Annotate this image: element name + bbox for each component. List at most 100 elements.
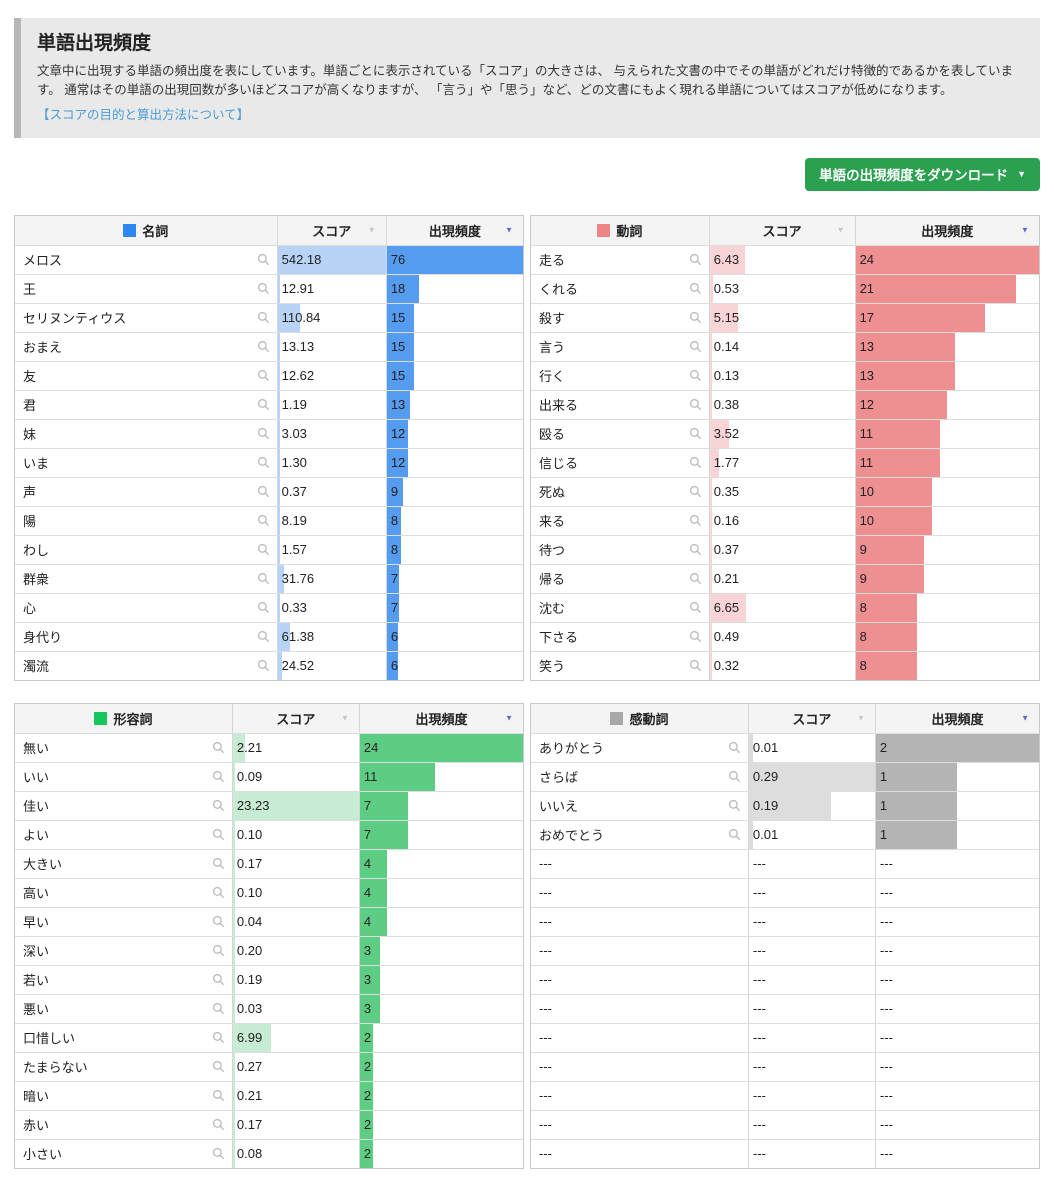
search-icon[interactable] xyxy=(257,398,270,411)
score-method-link[interactable]: 【スコアの目的と算出方法について】 xyxy=(37,107,250,122)
search-icon[interactable] xyxy=(212,1060,225,1073)
score-cell-value: 542.18 xyxy=(281,252,322,268)
search-icon[interactable] xyxy=(257,311,270,324)
score-cell: --- xyxy=(747,1139,875,1168)
score-cell: 0.10 xyxy=(231,820,359,849)
search-icon[interactable] xyxy=(212,1118,225,1131)
frequency-cell-value: --- xyxy=(879,1088,893,1104)
frequency-cell-value: 4 xyxy=(363,885,372,901)
search-icon[interactable] xyxy=(212,799,225,812)
table-row: 高い 0.10 4 xyxy=(15,877,523,907)
search-icon[interactable] xyxy=(212,1031,225,1044)
word-table-verbs: 動詞 スコア ▼ 出現頻度 ▼ 走る 6.43 24 くれる 0.53 21 殺す 5.15 17 言う 0.… xyxy=(530,214,1040,681)
search-icon[interactable] xyxy=(257,282,270,295)
search-icon[interactable] xyxy=(212,915,225,928)
search-icon[interactable] xyxy=(689,659,702,672)
table-row: 殺す 5.15 17 xyxy=(531,302,1039,332)
search-icon[interactable] xyxy=(689,369,702,382)
search-icon[interactable] xyxy=(728,828,741,841)
search-icon[interactable] xyxy=(689,253,702,266)
search-icon[interactable] xyxy=(689,601,702,614)
sort-desc-active-icon: ▼ xyxy=(1021,225,1029,235)
frequency-column-header[interactable]: 出現頻度 ▼ xyxy=(385,215,523,245)
search-icon[interactable] xyxy=(257,369,270,382)
score-cell-value: 1.57 xyxy=(281,542,307,558)
table-row: 声 0.37 9 xyxy=(15,476,523,506)
search-icon[interactable] xyxy=(257,253,270,266)
search-icon[interactable] xyxy=(257,659,270,672)
search-icon[interactable] xyxy=(212,770,225,783)
search-icon[interactable] xyxy=(212,857,225,870)
frequency-cell-bar xyxy=(386,390,411,419)
word-cell: --- xyxy=(531,937,748,965)
frequency-cell: 4 xyxy=(358,849,523,878)
score-column-header[interactable]: スコア ▼ xyxy=(276,215,386,245)
search-icon[interactable] xyxy=(689,398,702,411)
search-icon[interactable] xyxy=(212,1089,225,1102)
score-column-header[interactable]: スコア ▼ xyxy=(708,215,855,245)
search-icon[interactable] xyxy=(689,282,702,295)
download-frequency-button[interactable]: 単語の出現頻度をダウンロード ▼ xyxy=(805,157,1040,191)
score-column-header[interactable]: スコア ▼ xyxy=(231,703,359,733)
score-cell-bar xyxy=(277,245,386,274)
score-cell-bar xyxy=(709,419,729,448)
score-cell-value: 0.19 xyxy=(236,972,263,988)
search-icon[interactable] xyxy=(257,543,270,556)
frequency-cell: 8 xyxy=(854,651,1039,680)
frequency-cell: 10 xyxy=(854,506,1039,535)
frequency-column-header[interactable]: 出現頻度 ▼ xyxy=(358,703,523,733)
search-icon[interactable] xyxy=(257,572,270,585)
search-icon[interactable] xyxy=(257,630,270,643)
score-cell-value: --- xyxy=(752,914,766,930)
search-icon[interactable] xyxy=(689,630,702,643)
search-icon[interactable] xyxy=(212,741,225,754)
score-cell-bar xyxy=(709,535,712,564)
search-icon[interactable] xyxy=(257,485,270,498)
category-header-interjections: 感動詞 xyxy=(531,704,748,733)
word-label: おまえ xyxy=(23,340,63,356)
search-icon[interactable] xyxy=(689,572,702,585)
search-icon[interactable] xyxy=(689,485,702,498)
search-icon[interactable] xyxy=(212,886,225,899)
score-cell-value: 8.19 xyxy=(281,513,307,529)
score-column-header[interactable]: スコア ▼ xyxy=(747,703,875,733)
frequency-column-header[interactable]: 出現頻度 ▼ xyxy=(854,215,1039,245)
search-icon[interactable] xyxy=(689,427,702,440)
score-cell-bar xyxy=(709,651,712,680)
score-cell-value: 0.49 xyxy=(713,629,740,645)
search-icon[interactable] xyxy=(257,514,270,527)
search-icon[interactable] xyxy=(212,944,225,957)
search-icon[interactable] xyxy=(212,973,225,986)
search-icon[interactable] xyxy=(257,601,270,614)
search-icon[interactable] xyxy=(689,543,702,556)
search-icon[interactable] xyxy=(257,456,270,469)
table-row: 悪い 0.03 3 xyxy=(15,993,523,1023)
search-icon[interactable] xyxy=(689,456,702,469)
word-cell: 悪い xyxy=(15,995,232,1023)
frequency-cell: 8 xyxy=(854,593,1039,622)
search-icon[interactable] xyxy=(212,1002,225,1015)
search-icon[interactable] xyxy=(212,828,225,841)
word-cell: 友 xyxy=(15,362,277,390)
search-icon[interactable] xyxy=(212,1147,225,1160)
search-icon[interactable] xyxy=(728,770,741,783)
frequency-cell-bar xyxy=(855,506,933,535)
search-icon[interactable] xyxy=(728,741,741,754)
search-icon[interactable] xyxy=(257,340,270,353)
sort-desc-active-icon: ▼ xyxy=(505,713,513,723)
score-cell-value: 12.91 xyxy=(281,281,315,297)
search-icon[interactable] xyxy=(689,514,702,527)
word-cell: 帰る xyxy=(531,565,709,593)
search-icon[interactable] xyxy=(257,427,270,440)
frequency-column-header[interactable]: 出現頻度 ▼ xyxy=(874,703,1039,733)
word-cell: セリヌンティウス xyxy=(15,304,277,332)
word-table-adjectives: 形容詞 スコア ▼ 出現頻度 ▼ 無い 2.21 24 いい 0.09 11 佳い 23.23 7 よい 0.… xyxy=(14,702,524,1169)
score-cell-value: --- xyxy=(752,972,766,988)
tables-grid: 名詞 スコア ▼ 出現頻度 ▼ メロス 542.18 76 王 12.91 18 セリヌンティウス 11… xyxy=(14,214,1040,1169)
score-cell-bar xyxy=(709,390,712,419)
search-icon[interactable] xyxy=(689,311,702,324)
search-icon[interactable] xyxy=(728,799,741,812)
word-cell: 王 xyxy=(15,275,277,303)
search-icon[interactable] xyxy=(689,340,702,353)
score-cell: 3.52 xyxy=(708,419,855,448)
